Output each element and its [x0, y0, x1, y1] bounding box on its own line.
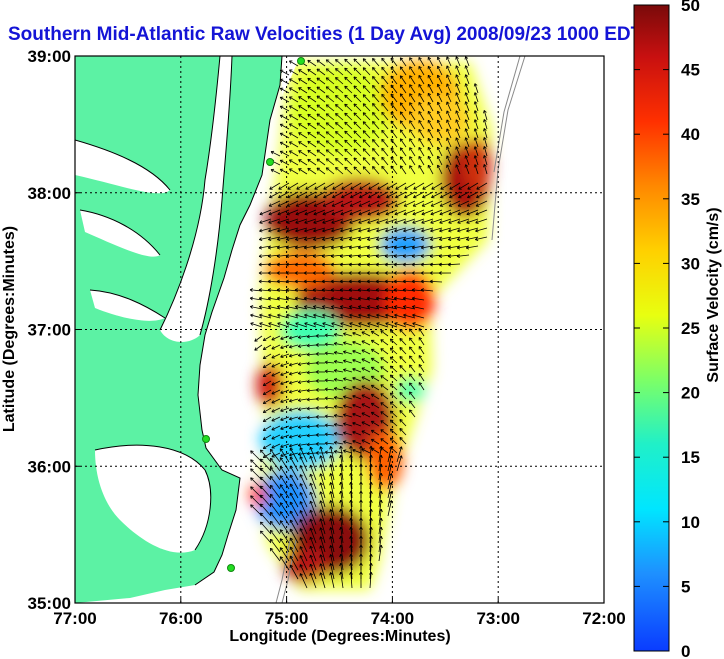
y-tick-label: 38:00	[28, 184, 71, 203]
colorbar-tick-label: 30	[681, 254, 700, 273]
map-title: Southern Mid-Atlantic Raw Velocities (1 …	[8, 24, 643, 45]
y-tick-label: 37:00	[28, 321, 71, 340]
colorbar-tick-label: 20	[681, 384, 700, 403]
colorbar-tick-label: 50	[681, 0, 700, 15]
colorbar-tick-label: 25	[681, 319, 700, 338]
grid-lines	[75, 56, 604, 603]
station-marker	[297, 57, 305, 65]
y-tick-label: 39:00	[28, 47, 71, 66]
x-axis-ticks: 77:00 76:00 75:00 74:00 73:00 72:00	[53, 598, 626, 628]
colorbar-tick-label: 10	[681, 513, 700, 532]
colorbar-tick-label: 40	[681, 125, 700, 144]
station-marker	[202, 435, 210, 443]
x-tick-label: 75:00	[265, 609, 308, 628]
x-tick-label: 72:00	[582, 609, 625, 628]
colorbar-tick-label: 5	[681, 577, 690, 596]
coastline	[75, 56, 283, 586]
colorbar-tick-label: 35	[681, 190, 700, 209]
colorbar-label: Surface Velocity (cm/s)	[705, 207, 722, 382]
colorbar-tick-label: 15	[681, 448, 700, 467]
colorbar-tick-label: 0	[681, 642, 690, 659]
x-tick-label: 74:00	[371, 609, 414, 628]
colorbar-ticks: 0 5 10 15 20 25 30 35 40 45 50	[634, 0, 700, 659]
radar-stations	[202, 57, 305, 572]
station-marker	[266, 158, 274, 166]
current-vectors	[249, 56, 488, 589]
x-axis-label: Longitude (Degrees:Minutes)	[229, 628, 450, 645]
x-tick-label: 77:00	[53, 609, 96, 628]
y-tick-label: 35:00	[28, 594, 71, 613]
y-axis-ticks: 39:00 38:00 37:00 36:00 35:00	[28, 47, 80, 613]
x-tick-label: 73:00	[476, 609, 519, 628]
colorbar-tick-label: 45	[681, 61, 700, 80]
y-tick-label: 36:00	[28, 457, 71, 476]
station-marker	[227, 564, 235, 572]
y-axis-label: Latitude (Degrees:Minutes)	[1, 226, 18, 432]
x-tick-label: 76:00	[159, 609, 202, 628]
